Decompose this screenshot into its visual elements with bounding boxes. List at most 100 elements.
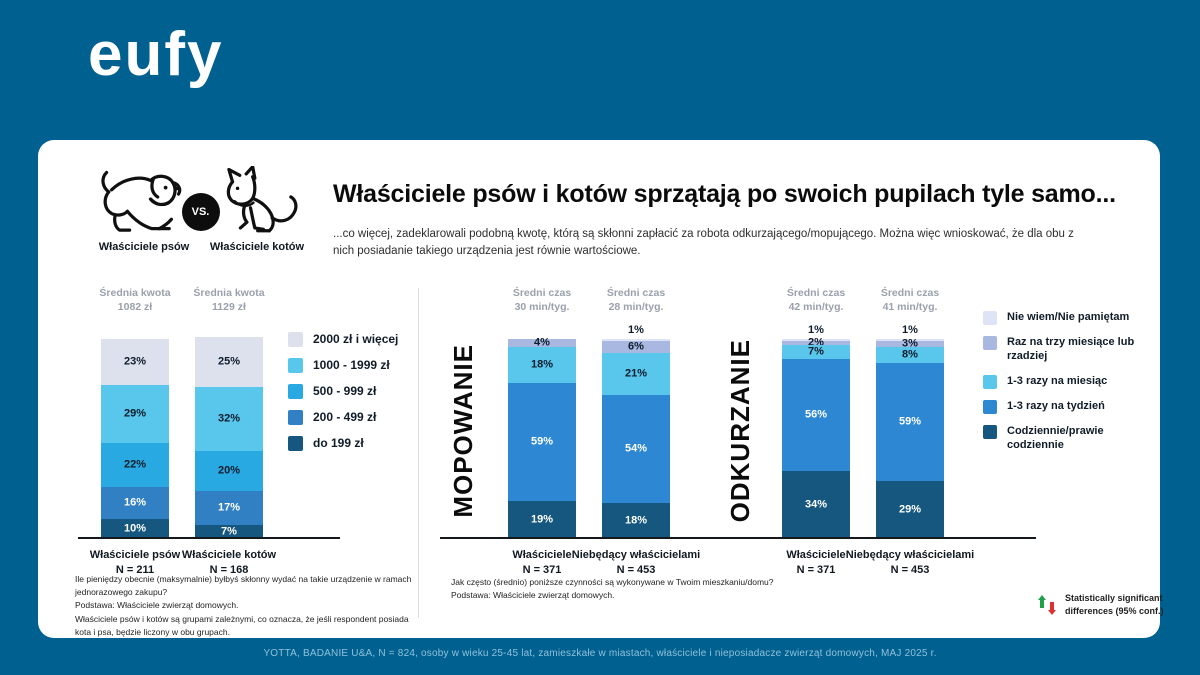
bar-segment: 23% [101, 339, 169, 385]
bar-column-n: N = 371 [522, 563, 562, 576]
bar-segment: 21% [602, 353, 670, 395]
bar-column-label: Niebędący właścicielami N = 453 [846, 548, 974, 578]
footnote-line: Podstawa: Właściciele zwierząt domowych. [75, 600, 239, 611]
bar-area: 1% 6% 21% 54% 18% [602, 325, 670, 539]
price-legend: 2000 zł i więcej 1000 - 1999 zł 500 - 999 … [288, 332, 398, 451]
bar-segment: 59% [508, 383, 576, 501]
footnote-line: Ile pieniędzy obecnie (maksymalnie) byłb… [75, 574, 412, 598]
mopping-chart-axis [440, 537, 760, 539]
legend-label: 1-3 razy na tydzień [1007, 399, 1105, 412]
bar-column-label: Niebędący właścicielami N = 453 [572, 548, 700, 578]
bar-column-header: Średni czas 30 min/tyg. [513, 285, 571, 327]
bar-segment: 8% [876, 347, 944, 363]
segment-value-label: 16% [123, 496, 147, 509]
bar-column-n: N = 211 [115, 563, 155, 576]
legend-item: 1000 - 1999 zł [288, 358, 398, 373]
page-subtitle: ...co więcej, zadeklarowali podobną kwot… [333, 228, 1074, 258]
vacuuming-chart-columns: Średni czas 42 min/tyg. 1% 2% 7% 56% 34% Właści… [769, 285, 974, 578]
footnote-frequency: Jak często (średnio) poniższe czynności … [451, 576, 799, 602]
segment-value-label: 4% [534, 336, 550, 349]
bar-column-header-line: Średni czas [880, 287, 940, 299]
segment-value-label: 2% [808, 336, 824, 349]
segment-value-label: 23% [123, 355, 147, 368]
bar-segment: 4% [508, 336, 576, 349]
source-note: YOTTA, BADANIE U&A, N = 824, osoby w wie… [263, 648, 937, 659]
mopping-chart: MOPOWANIE Średni czas 30 min/tyg. 4% 18% 59%… [433, 285, 778, 585]
bar-column: Średnia kwota 1129 zł 25% 32% 20% 17% 7% Właści… [182, 285, 276, 578]
segment-value-label: 56% [804, 408, 828, 421]
segment-value-label: 7% [221, 525, 237, 538]
legend-label: 1-3 razy na miesiąc [1007, 374, 1108, 387]
bar-column-category: Właściciele [512, 549, 572, 561]
bar-column-category: Właściciele psów [89, 549, 181, 561]
legend-item: 2000 zł i więcej [288, 332, 398, 347]
segment-value-label: 34% [804, 498, 828, 511]
segment-value-label: 19% [530, 513, 554, 526]
legend-label: Raz na trzy miesiące lub rzadziej [1007, 336, 1135, 363]
legend-label: Nie wiem/Nie pamiętam [1007, 311, 1130, 323]
stacked-bar: 6% 21% 54% 18% [602, 339, 670, 539]
footnote-line: Podstawa: Właściciele zwierząt domowych. [451, 590, 615, 601]
bar-column: Średnia kwota 1082 zł 23% 29% 22% 16% 10% Właśc… [88, 285, 182, 578]
stacked-bar: 2% 7% 56% 34% [782, 337, 850, 539]
legend-swatch [983, 311, 997, 325]
stacked-bar: 3% 8% 59% 29% [876, 337, 944, 539]
segment-value-label: 59% [898, 415, 922, 428]
bar-column-label: Właściciele N = 371 [786, 548, 845, 578]
segment-value-label: 54% [624, 442, 648, 455]
bar-column-category: Właściciele kotów [181, 549, 277, 561]
segment-value-label: 32% [217, 412, 241, 425]
segment-value-label: 7% [808, 345, 824, 358]
bar-segment [782, 339, 850, 341]
legend-item: Nie wiem/Nie pamiętam [983, 310, 1173, 325]
pets-header: Właściciele psów VS. Właścic [93, 166, 308, 253]
bar-segment [602, 339, 670, 341]
bar-column-header: Średni czas 41 min/tyg. [881, 285, 939, 327]
vs-label: VS. [191, 206, 210, 218]
bar-column-header: Średni czas 42 min/tyg. [787, 285, 845, 327]
segment-value-label: 3% [902, 337, 918, 350]
segment-value-label: 18% [624, 514, 648, 527]
bar-column-category: Niebędący właścicielami [845, 549, 975, 561]
bar-column-label: Właściciele psów N = 211 [90, 548, 180, 578]
legend-swatch [983, 336, 997, 350]
bar-column-n: N = 453 [890, 563, 930, 576]
segment-value-label: 22% [123, 458, 147, 471]
segment-value-label: 29% [123, 407, 147, 420]
price-chart-columns: Średnia kwota 1082 zł 23% 29% 22% 16% 10% Właśc… [88, 285, 276, 578]
footnote-price: Ile pieniędzy obecnie (maksymalnie) byłb… [75, 573, 423, 639]
legend-label: do 199 zł [313, 436, 364, 450]
bar-segment: 2% [782, 337, 850, 348]
bar-column-header: Średnia kwota 1082 zł [99, 285, 170, 327]
vs-badge: VS. [181, 193, 220, 231]
stacked-bar: 4% 18% 59% 19% [508, 336, 576, 539]
vacuuming-chart: ODKURZANIE Średni czas 42 min/tyg. 1% 2% 7% 5… [718, 285, 1050, 585]
bar-segment: 19% [508, 501, 576, 539]
legend-item: do 199 zł [288, 436, 398, 451]
bar-segment: 54% [602, 395, 670, 503]
stacked-bar: 23% 29% 22% 16% 10% [101, 339, 169, 539]
legend-item: 200 - 499 zł [288, 410, 398, 425]
bar-column: Średni czas 41 min/tyg. 1% 3% 8% 59% 29% Niebęd… [846, 285, 974, 578]
dog-owners-group: Właściciele psów [93, 166, 195, 253]
legend-item: 1-3 razy na tydzień [983, 399, 1173, 414]
cat-owners-label: Właściciele kotów [209, 241, 305, 253]
bar-column-n: N = 168 [209, 563, 249, 576]
bar-area: 25% 32% 20% 17% 7% [195, 327, 263, 539]
segment-value-label: 29% [898, 503, 922, 516]
bar-column-header: Średni czas 28 min/tyg. [607, 285, 665, 327]
section-divider [418, 288, 419, 618]
legend-item: 500 - 999 zł [288, 384, 398, 399]
legend-item: Raz na trzy miesiące lub rzadziej [983, 335, 1173, 364]
footnote-line: Jak często (średnio) poniższe czynności … [451, 577, 774, 587]
stacked-bar: 25% 32% 20% 17% 7% [195, 337, 263, 539]
price-chart: Średnia kwota 1082 zł 23% 29% 22% 16% 10% Właśc… [73, 285, 418, 585]
segment-value-label: 10% [123, 522, 147, 535]
frequency-legend: Nie wiem/Nie pamiętam Raz na trzy miesiąc… [983, 310, 1173, 452]
bar-segment: 6% [602, 341, 670, 353]
segment-value-label: 25% [217, 355, 241, 368]
bar-segment [876, 339, 944, 341]
bar-column-header-line: Średnia kwota [99, 287, 171, 299]
bar-segment: 32% [195, 387, 263, 451]
